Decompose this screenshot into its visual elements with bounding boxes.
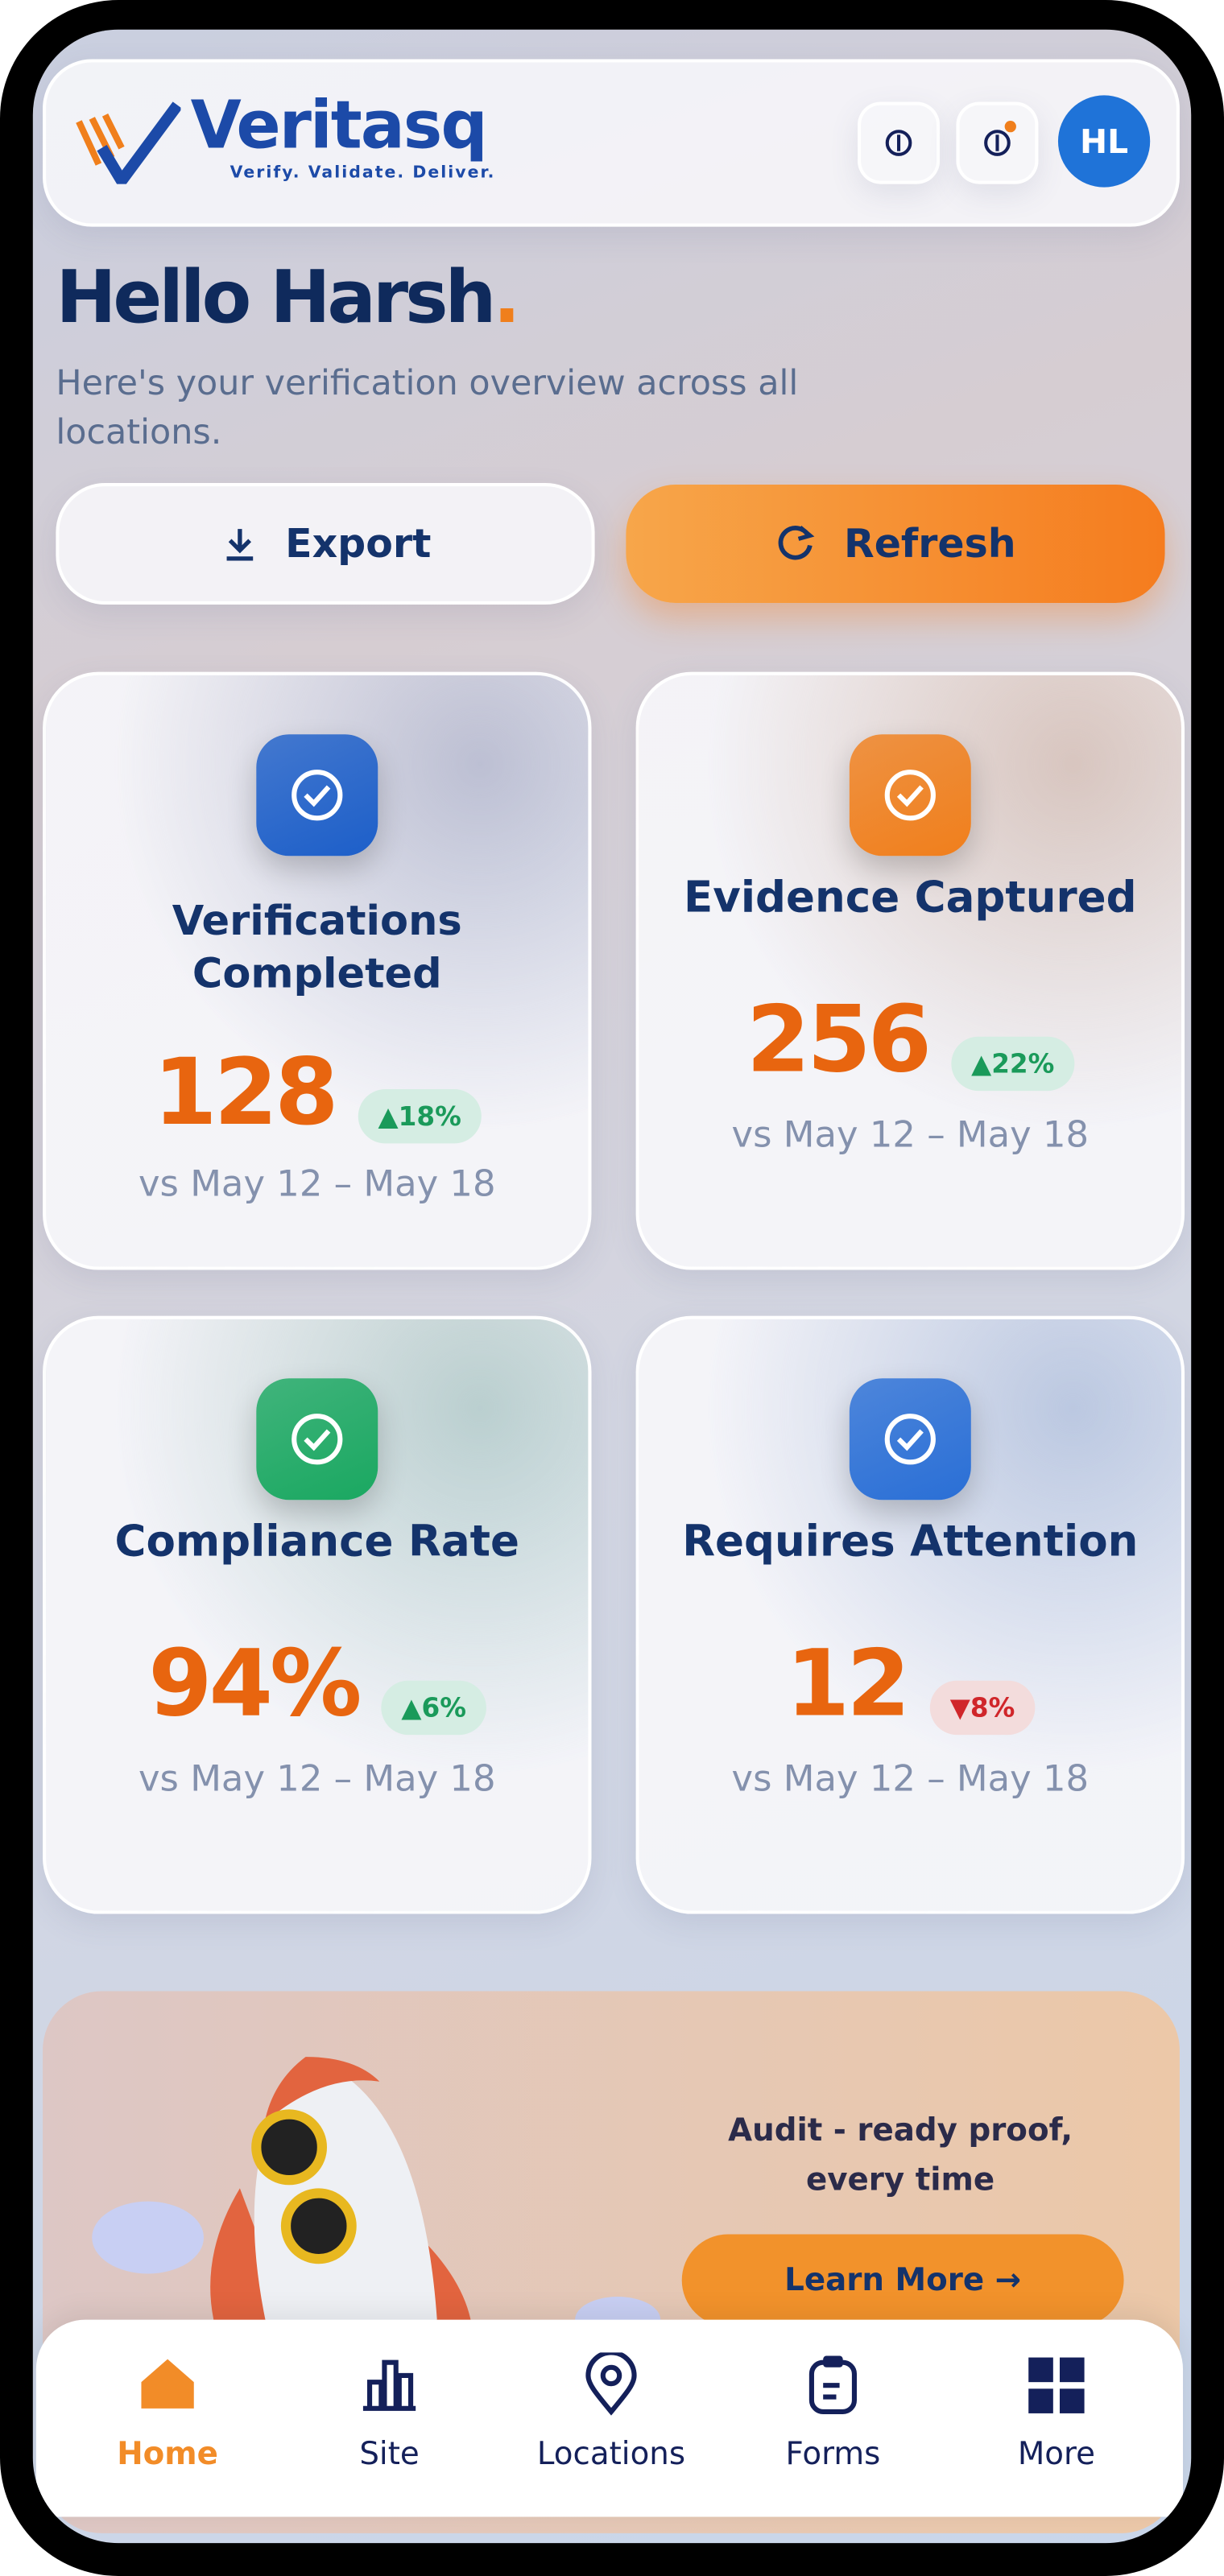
stat-card[interactable]: Verifications Completed 128 ▲18% vs May 12 …	[43, 671, 592, 1270]
card-icon	[849, 1378, 971, 1501]
bottom-nav: Home Site Locations Forms More	[35, 2319, 1184, 2517]
change-badge: ▲6%	[381, 1680, 486, 1736]
avatar[interactable]: HL	[1057, 95, 1151, 188]
logo-mark	[76, 101, 181, 184]
stat-card[interactable]: Compliance Rate 94% ▲6% vs May 12 – May 18	[43, 1315, 592, 1914]
nav-label: Locations	[536, 2436, 686, 2473]
nav-item[interactable]: Locations	[504, 2350, 717, 2473]
check-icon	[884, 1414, 936, 1465]
subtitle: Here's your verification overview across…	[56, 363, 799, 452]
card-value: 12	[785, 1631, 911, 1739]
nav-item[interactable]: Home	[60, 2352, 274, 2472]
value-row: 256 ▲22%	[639, 987, 1181, 1095]
export-button[interactable]: Export	[56, 482, 595, 605]
comparison: vs May 12 – May 18	[138, 1164, 496, 1206]
stat-card[interactable]: Evidence Captured 256 ▲22% vs May 12 – May …	[635, 671, 1185, 1270]
nav-label: Site	[359, 2436, 420, 2473]
notification-button[interactable]	[956, 101, 1039, 184]
nav-icon	[585, 2350, 637, 2416]
header: Veritasq Verify. Validate. Deliver. HL	[43, 59, 1180, 227]
screen: Veritasq Verify. Validate. Deliver. HL H…	[32, 29, 1192, 2544]
card-icon	[256, 734, 378, 857]
card-value: 256	[746, 987, 932, 1095]
button-label: Export	[285, 520, 432, 568]
tagline: Verify. Validate. Deliver.	[229, 164, 496, 183]
nav-item[interactable]: Forms	[726, 2352, 940, 2472]
card-title: Evidence Captured	[684, 873, 1137, 923]
value-row: 128 ▲18%	[46, 1039, 588, 1147]
change-badge: ▼8%	[930, 1680, 1035, 1736]
change-badge: ▲22%	[951, 1036, 1074, 1092]
comparison: vs May 12 – May 18	[731, 1759, 1090, 1801]
nav-label: Forms	[785, 2436, 881, 2473]
learn-more-button[interactable]: Learn More →	[681, 2234, 1124, 2326]
nav-icon	[141, 2359, 194, 2409]
brand: Veritasq	[190, 89, 488, 165]
check-icon	[292, 1414, 343, 1465]
change-badge: ▲18%	[358, 1089, 482, 1144]
nav-icon	[362, 2359, 416, 2411]
rocket-illustration	[92, 2057, 661, 2369]
card-title: Verifications Completed	[172, 897, 462, 997]
check-icon	[292, 770, 343, 821]
button-label: Refresh	[844, 520, 1016, 568]
info-button[interactable]	[858, 101, 941, 184]
comparison: vs May 12 – May 18	[731, 1115, 1090, 1157]
comparison: vs May 12 – May 18	[138, 1759, 496, 1801]
nav-icon	[808, 2355, 858, 2414]
greeting-accent: .	[493, 256, 520, 341]
value-row: 12 ▼8%	[639, 1631, 1181, 1739]
promo-text: Audit - ready proof, every time	[728, 2112, 1073, 2198]
card-value: 94%	[148, 1631, 362, 1739]
nav-item[interactable]: More	[949, 2352, 1163, 2472]
greeting-text: Hello Harsh	[56, 256, 496, 341]
card-icon	[849, 734, 971, 857]
greeting: Hello Harsh.	[56, 256, 520, 341]
value-row: 94% ▲6%	[46, 1631, 588, 1739]
nav-icon	[1028, 2357, 1085, 2413]
card-value: 128	[153, 1039, 338, 1147]
card-title: Compliance Rate	[114, 1517, 519, 1567]
refresh-button[interactable]: Refresh	[626, 485, 1165, 603]
nav-label: More	[1017, 2436, 1095, 2473]
stat-card[interactable]: Requires Attention 12 ▼8% vs May 12 – May 1…	[635, 1315, 1185, 1914]
nav-label: Home	[117, 2436, 218, 2473]
card-icon	[256, 1378, 378, 1501]
check-icon	[884, 770, 936, 821]
card-title: Requires Attention	[682, 1517, 1139, 1567]
nav-item[interactable]: Site	[283, 2352, 496, 2472]
